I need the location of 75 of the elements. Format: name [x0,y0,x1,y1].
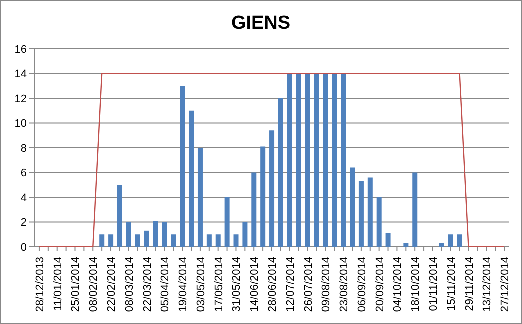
x-tick-label: 13/12/2014 [482,257,494,312]
y-tick-label: 6 [20,168,27,180]
x-tick-label: 14/06/2014 [249,257,262,312]
bar [252,172,257,247]
bar [162,222,168,247]
bar [100,234,105,247]
x-tick-label: 19/04/2014 [178,257,190,312]
bar [412,172,418,247]
x-tick-label: 04/10/2014 [392,257,404,312]
bar [305,74,310,247]
x-tick-label: 27/12/2014 [500,257,512,312]
x-tick-label: 08/03/2014 [124,257,136,312]
bar [270,130,275,247]
bar [234,234,239,247]
bar [153,221,158,247]
bar [287,74,292,247]
y-tick-label: 10 [14,118,27,130]
x-tick-label: 31/05/2014 [231,257,244,312]
bar [135,234,140,247]
bar [278,98,284,247]
bar [358,181,364,247]
x-tick-label: 05/04/2014 [160,257,172,312]
y-tick-label: 8 [20,142,27,155]
bar [206,234,212,247]
y-tick-label: 0 [20,242,27,254]
x-tick-label: 29/11/2014 [464,257,476,312]
x-tick-label: 17/05/2014 [213,257,226,312]
y-tick-label: 14 [14,68,27,81]
bar [296,74,302,247]
x-tick-label: 25/01/2014 [70,257,82,312]
x-tick-label: 08/02/2014 [88,257,100,312]
bar [171,234,176,247]
y-tick-label: 12 [14,93,27,106]
bar [457,234,462,247]
bar [117,185,122,247]
bar [216,234,221,247]
x-tick-label: 18/10/2014 [410,257,422,312]
bar [368,178,373,247]
x-tick-label: 28/06/2014 [267,257,279,312]
y-tick-label: 2 [20,217,27,230]
bar [144,230,150,247]
bar [314,74,320,247]
x-tick-label: 26/07/2014 [302,257,315,312]
bar [126,222,132,247]
x-tick-label: 20/09/2014 [374,257,386,312]
x-tick-label: 11/01/2014 [52,257,64,312]
bar [376,198,382,247]
x-tick-label: 06/09/2014 [356,257,368,312]
y-tick-label: 16 [14,44,27,56]
bar [404,243,409,247]
x-tick-label: 22/02/2014 [106,257,118,312]
x-tick-label: 12/07/2014 [284,257,297,312]
x-tick-label: 01/11/2014 [428,257,440,312]
bar [242,222,248,247]
x-tick-label: 09/08/2014 [320,257,333,312]
x-tick-label: 23/08/2014 [338,257,351,312]
bar [332,74,338,247]
chart-title: GIENS [230,13,292,35]
bar [341,74,346,247]
bar [108,234,114,247]
x-tick-label: 22/03/2014 [142,257,154,312]
bar [198,148,203,247]
bar [386,233,391,247]
bar [350,168,356,247]
bar [180,86,186,247]
bar [448,234,454,247]
bar [260,146,266,247]
y-tick-label: 4 [20,192,27,204]
x-tick-label: 03/05/2014 [195,257,208,312]
x-tick-label: 15/11/2014 [446,257,458,312]
bar [189,110,194,247]
bar [439,243,444,247]
x-tick-label: 28/12/2013 [34,257,46,312]
bar [323,74,328,247]
bar [224,198,230,247]
